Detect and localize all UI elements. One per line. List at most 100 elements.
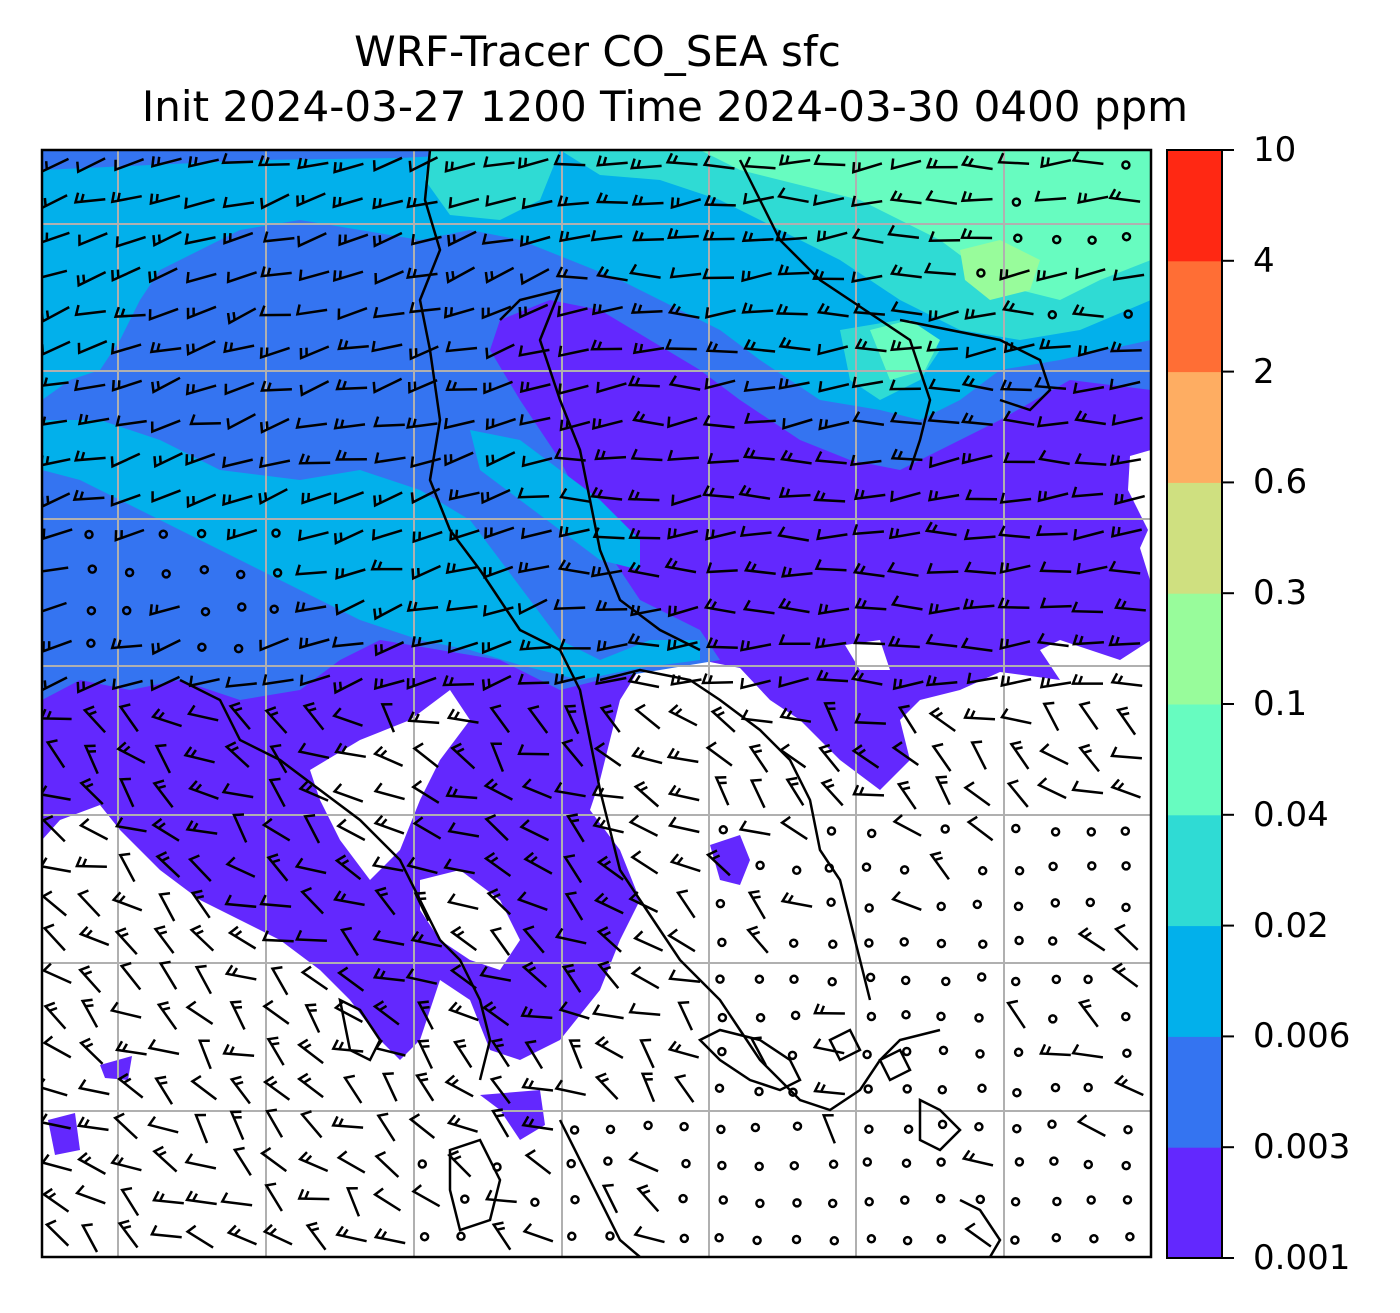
wind-barb	[1002, 410, 1035, 426]
wind-barb	[150, 156, 182, 168]
wind-barb	[110, 191, 142, 204]
wind-barb	[111, 266, 141, 282]
wind-barb	[518, 561, 550, 574]
wind-barb	[964, 308, 996, 320]
wind-barb	[42, 962, 72, 985]
wind-barb	[714, 775, 730, 806]
wind-barb	[627, 672, 660, 689]
wind-barb	[778, 633, 811, 646]
wind-barb	[406, 676, 437, 690]
calm-wind-marker	[901, 1158, 912, 1168]
wind-barb	[553, 598, 586, 611]
wind-barb	[925, 157, 958, 169]
wind-barb	[666, 639, 698, 651]
wind-barb	[1071, 780, 1104, 795]
wind-barb	[777, 526, 810, 542]
wind-barb	[630, 302, 663, 314]
calm-wind-marker	[237, 602, 247, 612]
calm-wind-marker	[792, 1121, 803, 1131]
calm-wind-marker	[715, 974, 725, 984]
wind-barb	[442, 675, 475, 687]
tracer-contour-0.04-patch	[870, 320, 940, 380]
wind-barb	[412, 816, 442, 840]
wind-barb	[886, 561, 919, 577]
wind-barb	[224, 741, 250, 769]
calm-wind-marker	[124, 567, 135, 578]
wind-barb	[264, 706, 288, 734]
wind-barb	[820, 778, 844, 807]
wind-barb	[259, 346, 290, 360]
wind-barb	[110, 452, 141, 469]
wind-barb	[816, 302, 849, 318]
wind-barb	[153, 925, 175, 954]
wind-barb	[373, 491, 403, 508]
wind-barb	[960, 412, 993, 427]
wind-barb	[186, 340, 216, 357]
wind-barb	[890, 158, 922, 171]
wind-barb	[149, 341, 182, 354]
wind-barb	[1001, 300, 1034, 316]
wind-barb	[42, 376, 69, 387]
wind-barb	[296, 1072, 324, 1099]
calm-wind-marker	[754, 1086, 764, 1097]
wind-barb	[633, 780, 660, 808]
wind-barb	[45, 739, 66, 769]
calm-wind-marker	[199, 564, 210, 575]
wind-barb	[42, 562, 69, 573]
calm-wind-marker	[754, 974, 765, 984]
wind-barb	[854, 338, 887, 353]
wind-barb	[1071, 601, 1104, 614]
calm-wind-marker	[901, 1046, 912, 1057]
calm-wind-marker	[1121, 861, 1131, 871]
wind-barb	[667, 1040, 700, 1059]
calm-wind-marker	[1013, 1047, 1024, 1058]
wind-barb	[851, 744, 880, 769]
wind-barb	[889, 411, 922, 425]
wind-barb	[74, 304, 106, 317]
colorbar-segment	[1167, 704, 1222, 816]
wind-barb	[1075, 267, 1106, 280]
wind-barb	[445, 786, 478, 800]
calm-wind-marker	[791, 1234, 802, 1245]
wind-barb	[744, 412, 776, 424]
wind-barb	[516, 891, 548, 911]
wind-barb	[227, 925, 257, 950]
wind-barb	[484, 813, 509, 842]
wind-barb	[443, 306, 475, 319]
wind-barb	[664, 557, 697, 574]
wind-barb	[115, 1040, 147, 1056]
calm-wind-marker	[235, 569, 246, 580]
wind-barb	[224, 381, 255, 396]
wind-barb	[481, 640, 512, 655]
wind-barb	[373, 678, 405, 691]
calm-wind-marker	[417, 1159, 428, 1169]
wind-barb	[304, 1003, 321, 1034]
calm-wind-marker	[717, 937, 727, 948]
calm-wind-marker	[902, 1235, 913, 1246]
calm-wind-marker	[679, 1121, 689, 1132]
wind-barb	[666, 747, 699, 764]
wind-barb	[1112, 269, 1145, 281]
calm-wind-marker	[269, 604, 279, 614]
wind-barb	[372, 231, 403, 248]
colorbar-segment	[1167, 482, 1222, 594]
wind-barb	[738, 820, 771, 836]
wind-barb	[77, 340, 108, 355]
wind-barb	[814, 558, 847, 572]
wind-barb	[889, 190, 922, 205]
calm-wind-marker	[1011, 823, 1021, 834]
wind-barb	[1036, 777, 1067, 800]
wind-barb	[189, 414, 221, 426]
wind-barb	[666, 928, 696, 953]
wind-barb	[372, 306, 405, 319]
wind-barb	[740, 709, 773, 724]
wind-barb	[262, 1223, 293, 1246]
wind-barb	[332, 783, 364, 803]
wind-barb	[119, 961, 142, 991]
wind-barb	[83, 744, 99, 775]
wind-barb	[892, 814, 922, 837]
colorbar-tick-label: 0.001	[1253, 1238, 1351, 1278]
wind-barb	[295, 417, 328, 429]
wind-barb	[563, 704, 580, 735]
calm-wind-marker	[1048, 1014, 1058, 1024]
